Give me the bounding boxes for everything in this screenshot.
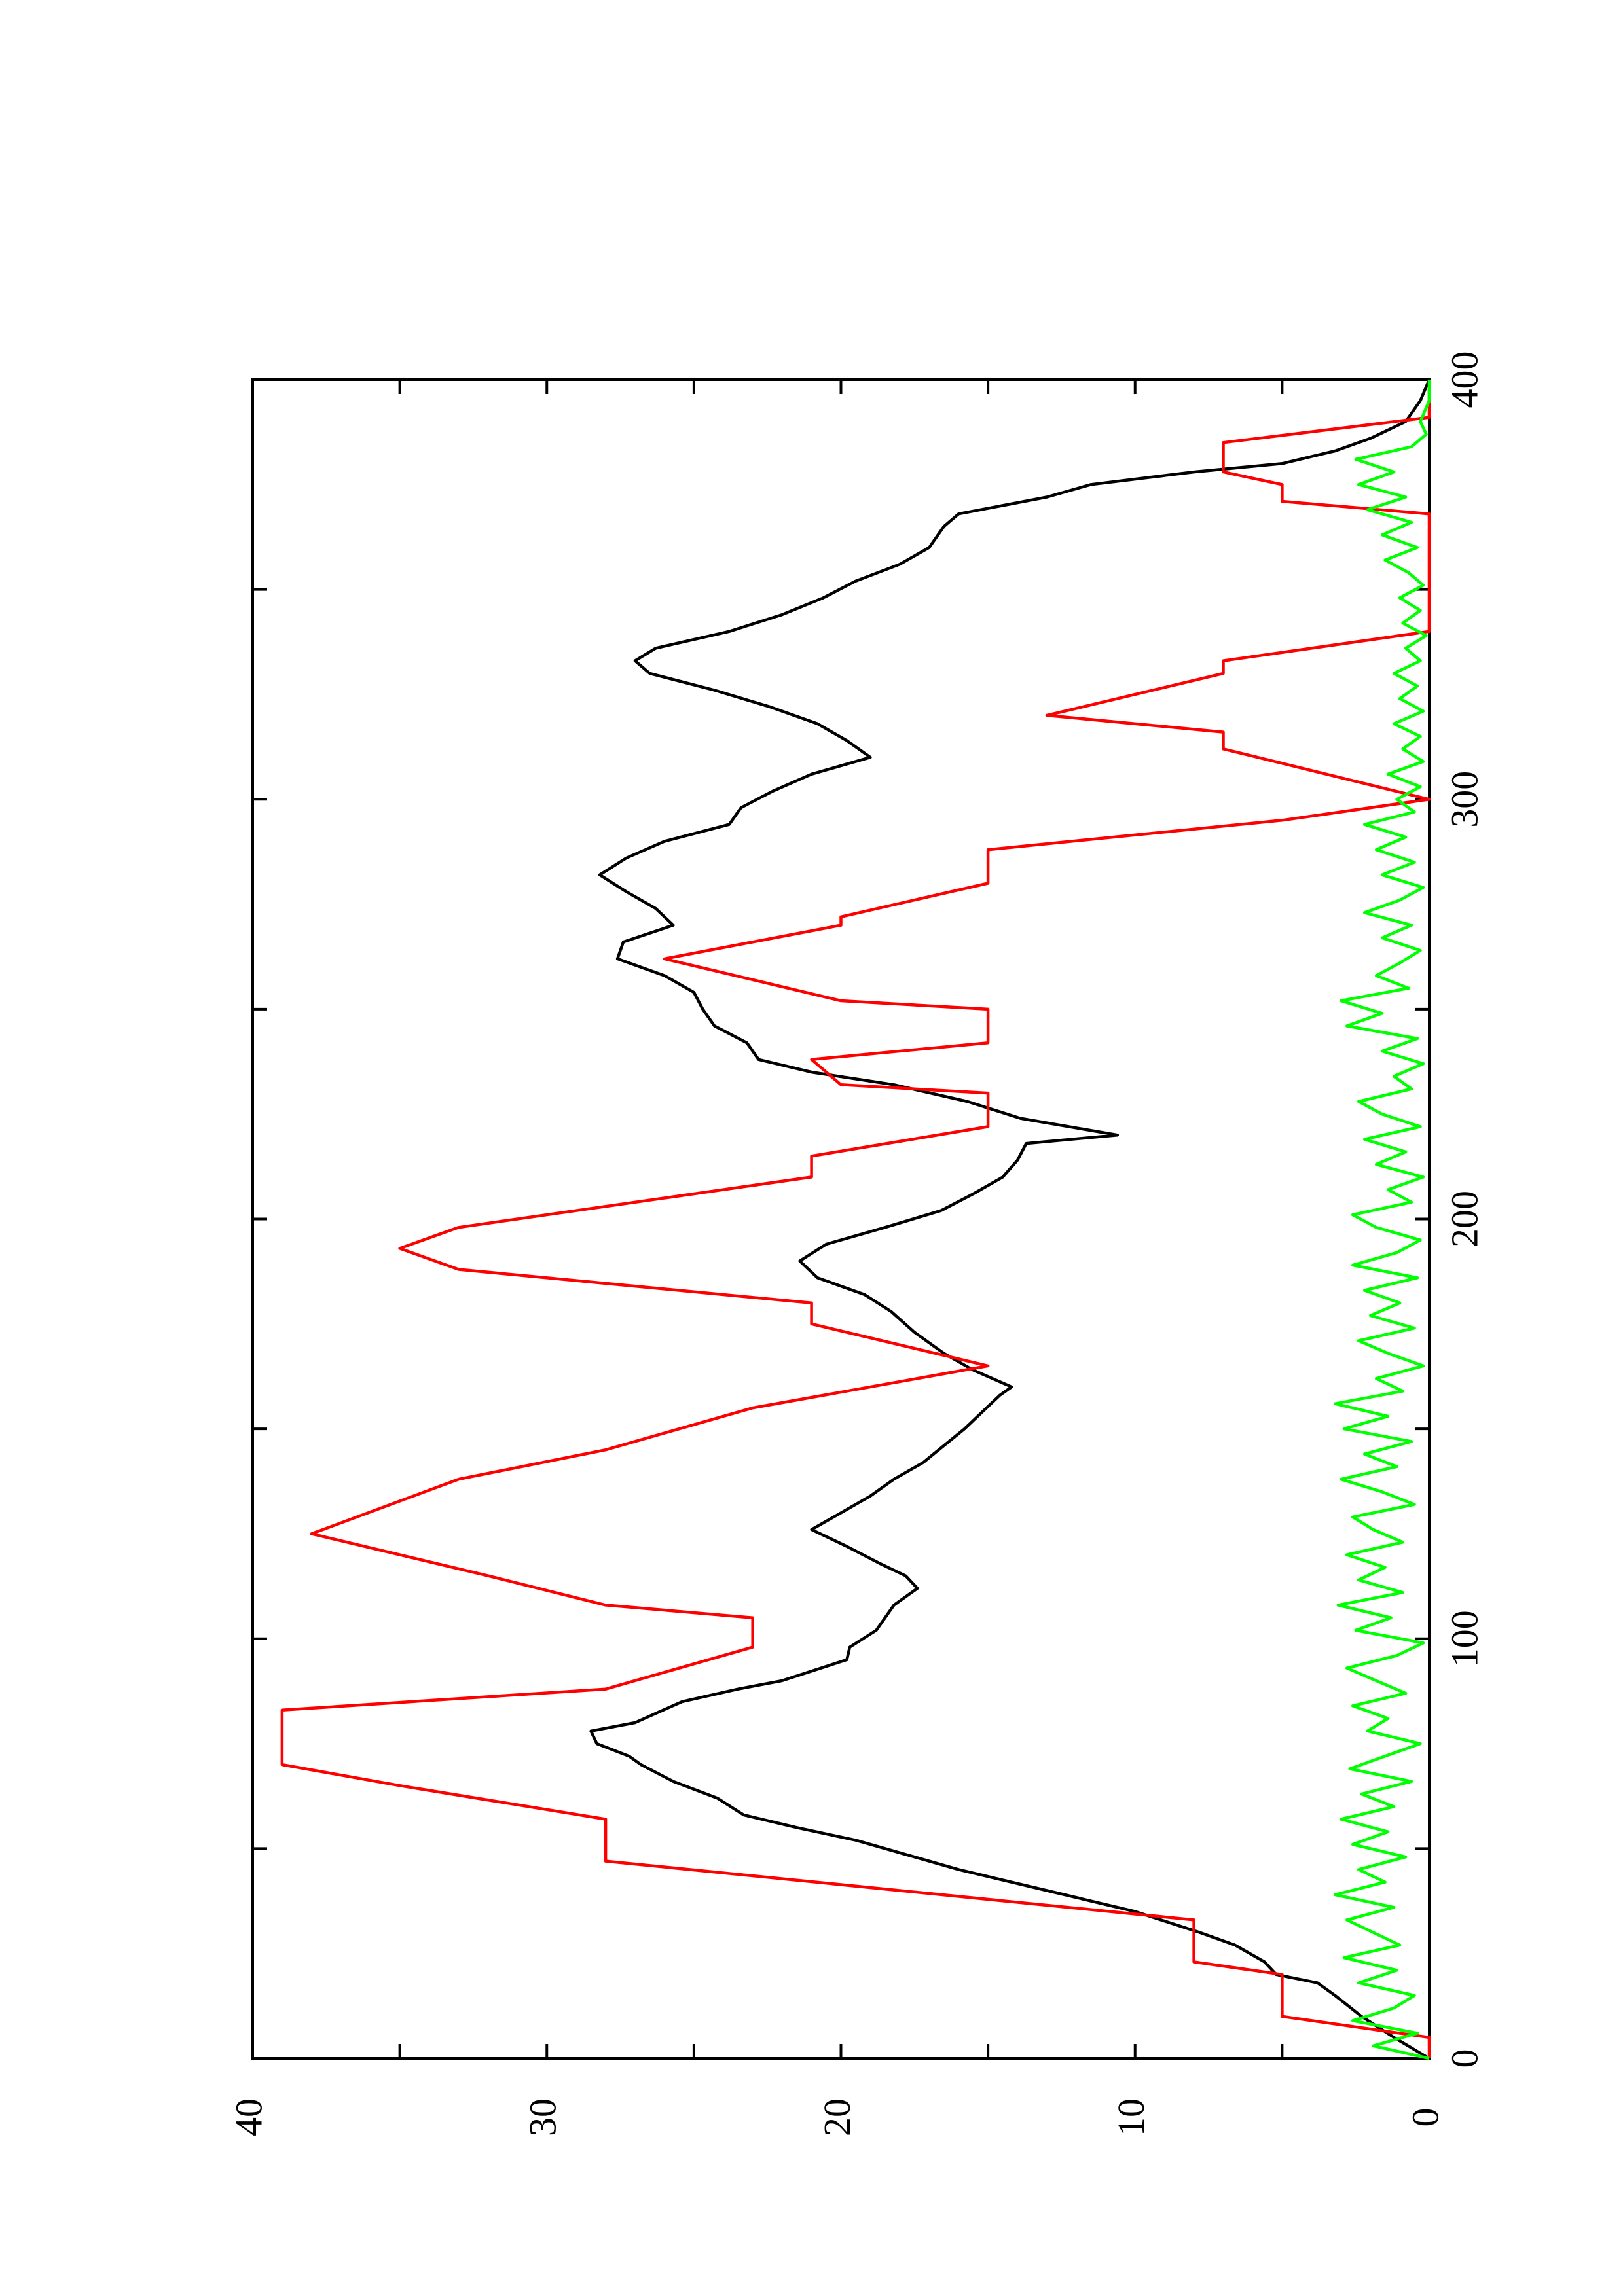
y-tick-label: 40 [227,2098,270,2136]
tick-labels: 0 100 200 300 400 0 10 20 30 40 [227,351,1486,2137]
x-tick-label: 200 [1443,1191,1486,1247]
x-tick-label: 0 [1443,2049,1486,2068]
series-line-2 [280,380,1431,2058]
series-line-3 [1333,380,1431,2060]
y-tick-label: 20 [816,2098,858,2136]
y-tick-label: 10 [1110,2098,1152,2136]
x-tick-label: 400 [1443,351,1486,408]
y-tick-label: 30 [522,2098,564,2136]
x-tick-label: 300 [1443,771,1486,828]
series-group [280,379,1431,2060]
y-tick-label: 0 [1404,2108,1446,2127]
x-tick-label: 100 [1443,1610,1486,1667]
series-line-1 [589,379,1431,2060]
